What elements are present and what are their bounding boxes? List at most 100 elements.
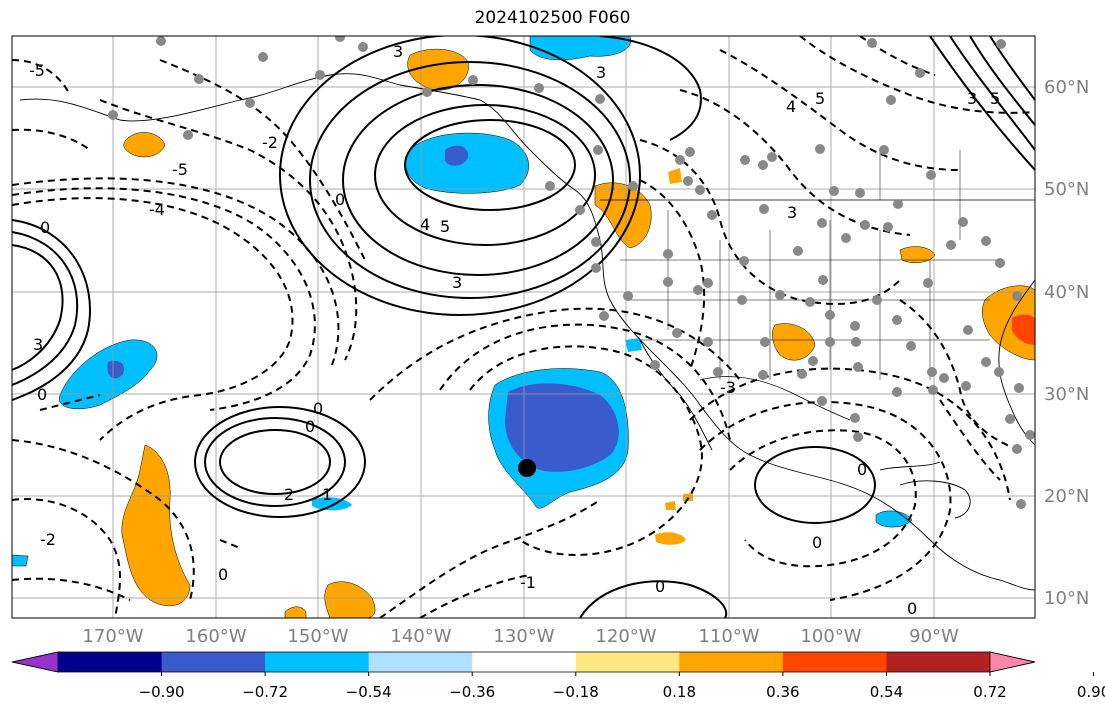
lon-label: 120°W [595, 626, 656, 647]
darkblue-region [445, 145, 469, 166]
dashed-contours [12, 36, 1035, 618]
contour-label: 5 [815, 89, 825, 108]
map-frame [11, 35, 1036, 619]
contour-label: 2 [284, 485, 294, 504]
blue-region [405, 132, 529, 194]
colorbar-segment [575, 652, 680, 672]
colorbar-segment [782, 652, 887, 672]
longitude-labels: 170°W 160°W 150°W 140°W 130°W 120°W 110°… [82, 626, 959, 647]
blue-region [625, 338, 642, 352]
colorbar-segment [161, 652, 266, 672]
orange-region [121, 444, 191, 607]
lon-label: 140°W [390, 626, 451, 647]
blue-region [529, 36, 631, 61]
marker-dot [518, 459, 536, 477]
contour-labels: 3 3 5 4 3 5 -5 -5 -4 0 3 0 -2 -2 0 4 5 3… [29, 42, 1000, 618]
contour-label: 5 [990, 89, 1000, 108]
orange-region [655, 532, 686, 545]
contour-label: 0 [305, 417, 315, 436]
colorbar-tick-label: −0.54 [346, 683, 392, 701]
orange-region [982, 285, 1035, 361]
contour-label: 0 [857, 460, 867, 479]
orange-region [683, 493, 693, 501]
contour-label: -1 [520, 573, 536, 592]
contour-label: 4 [786, 97, 796, 116]
darkblue-region [505, 383, 619, 472]
colorbar-tick-label: 0.54 [870, 683, 903, 701]
blue-region [59, 339, 158, 410]
contour-label: -5 [29, 61, 45, 80]
colorbar-segment [265, 652, 370, 672]
contour-label: 3 [787, 203, 797, 222]
blue-region [12, 554, 29, 567]
colorbar-tick-label: 0.72 [973, 683, 1006, 701]
contour-label: -5 [172, 160, 188, 179]
colorbar-segment [368, 652, 473, 672]
orange-region [668, 168, 682, 184]
contour-label: 0 [335, 190, 345, 209]
lat-label: 10°N [1044, 588, 1089, 609]
contour-label: 0 [37, 385, 47, 404]
lat-label: 30°N [1044, 384, 1089, 405]
blue-region [875, 510, 913, 528]
contour-label: 3 [452, 273, 462, 292]
orange-region [665, 501, 676, 510]
contour-label: -2 [262, 133, 278, 152]
contour-label: 0 [812, 533, 822, 552]
lon-label: 130°W [493, 626, 554, 647]
colorbar-tick-label: 0.36 [766, 683, 799, 701]
darkblue-region [107, 360, 125, 379]
solid-contours [12, 36, 1035, 618]
station-markers [108, 36, 1035, 509]
contour-label: 3 [33, 335, 43, 354]
contour-label: -4 [149, 200, 165, 219]
contour-label: 0 [218, 565, 228, 584]
colorbar-outline [11, 651, 1036, 673]
contour-label: 4 [420, 215, 430, 234]
lat-label: 60°N [1044, 77, 1089, 98]
colorbar-tick-label: −0.18 [553, 683, 599, 701]
colorbar: −0.90 −0.72 −0.54 −0.36 −0.18 0.18 0.36 0.54 0.7… [11, 651, 1105, 701]
colorbar-tick-label: −0.36 [449, 683, 495, 701]
contour-label: 0 [907, 599, 917, 618]
contour-label: -2 [40, 530, 56, 549]
orange-region [772, 323, 816, 361]
lon-label: 100°W [800, 626, 861, 647]
colorbar-over-triangle [989, 651, 1036, 673]
contour-label: 0 [40, 218, 50, 237]
lat-label: 20°N [1044, 486, 1089, 507]
contour-label: 1 [322, 485, 332, 504]
orange-region [899, 246, 936, 263]
orange-region [123, 132, 166, 158]
contour-label: 5 [440, 217, 450, 236]
colorbar-tick-label: −0.72 [242, 683, 288, 701]
contour-label: 3 [393, 42, 403, 61]
colorbar-segment [472, 652, 577, 672]
orange-region [324, 581, 376, 618]
lat-label: 40°N [1044, 282, 1089, 303]
colorbar-tick-label: 0.18 [663, 683, 696, 701]
colorbar-tick-label: 0.90 [1077, 683, 1105, 701]
colorbar-segment [679, 652, 784, 672]
latitude-labels: 60°N 50°N 40°N 30°N 20°N 10°N [1044, 77, 1089, 609]
orange-region [284, 606, 307, 618]
lon-label: 160°W [185, 626, 246, 647]
lon-label: 170°W [82, 626, 143, 647]
lat-label: 50°N [1044, 179, 1089, 200]
orange-region [407, 48, 469, 91]
contour-label: 0 [313, 399, 323, 418]
colorbar-under-triangle [11, 651, 59, 673]
colorbar-segment [58, 652, 163, 672]
contour-label: 0 [655, 577, 665, 596]
contour-label: -3 [720, 378, 736, 397]
lon-label: 90°W [909, 626, 959, 647]
colorbar-segment [886, 652, 991, 672]
map-title: 2024102500 F060 [474, 8, 631, 28]
contour-label: 3 [967, 89, 977, 108]
lon-label: 110°W [698, 626, 759, 647]
coastlines [19, 73, 1035, 591]
colorbar-tick-label: −0.90 [139, 683, 185, 701]
contour-label: 3 [596, 63, 606, 82]
red-region [1012, 314, 1035, 345]
